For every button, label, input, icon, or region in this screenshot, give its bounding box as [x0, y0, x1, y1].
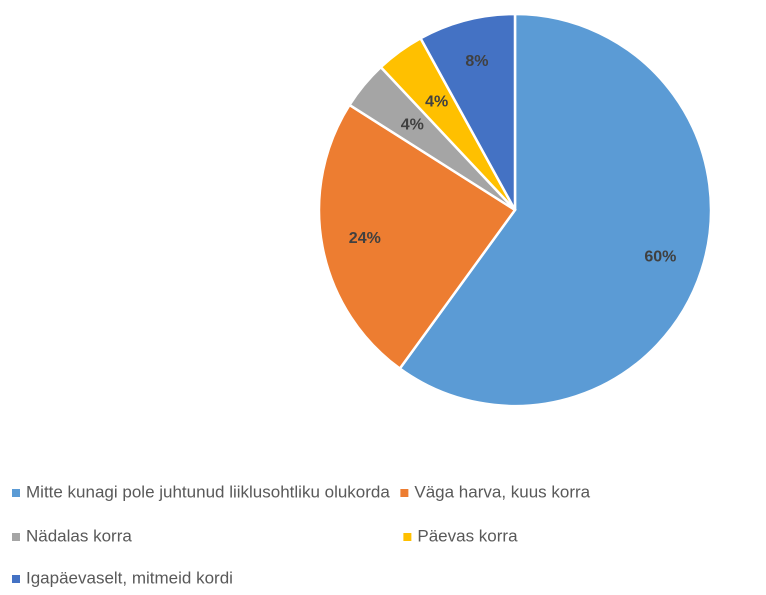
- data-label: 24%: [349, 230, 381, 247]
- legend-swatch: [400, 489, 409, 497]
- legend-swatch: [403, 533, 412, 541]
- data-label: 4%: [401, 116, 424, 133]
- pie-slice: [317, 103, 517, 371]
- pie-slice: [398, 12, 713, 408]
- data-label: 4%: [425, 93, 448, 110]
- legend-label: Väga harva, kuus korra: [414, 482, 590, 501]
- pie-slice: [418, 12, 517, 211]
- legend-swatch: [12, 575, 20, 583]
- legend-swatch: [12, 533, 20, 541]
- legend-label: Päevas korra: [417, 526, 518, 545]
- data-label: 8%: [465, 53, 488, 70]
- legend-label: Igapäevaselt, mitmeid kordi: [26, 568, 233, 587]
- legend-label: Nädalas korra: [26, 526, 132, 545]
- data-label: 60%: [644, 248, 676, 265]
- legend-label: Mitte kunagi pole juhtunud liiklusohtlik…: [26, 482, 390, 501]
- legend-swatch: [12, 489, 20, 497]
